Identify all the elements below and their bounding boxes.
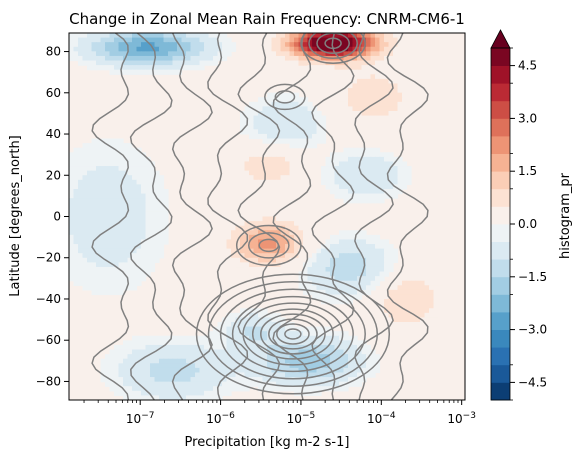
contour-line — [308, 33, 358, 59]
x-axis: 10−7 10−6 10−5 10−4 10−3 — [83, 400, 476, 426]
chart-title: Change in Zonal Mean Rain Frequency: CNR… — [69, 10, 465, 28]
contour-line — [91, 33, 130, 400]
y-tick-label: 40 — [46, 127, 61, 141]
heatmap-field — [69, 33, 465, 400]
colorbar-tick-label: 4.5 — [518, 59, 537, 73]
x-tick-label: 10−4 — [367, 411, 396, 426]
colorbar-label: histogram_pr — [558, 172, 573, 259]
colorbar-level — [491, 364, 510, 383]
y-tick-label: 60 — [46, 86, 61, 100]
x-tick-label: 10−5 — [287, 411, 316, 426]
colorbar-level — [491, 312, 510, 330]
colorbar — [490, 29, 511, 401]
contour-line — [237, 33, 281, 400]
colorbar-extend-max — [490, 29, 511, 49]
x-tick-label: 10−7 — [126, 411, 155, 426]
x-tick-label: 10−6 — [206, 411, 235, 426]
contour-line — [251, 308, 334, 360]
colorbar-tick-label: 1.5 — [518, 164, 537, 178]
contour-line — [272, 33, 312, 400]
contour-line — [231, 295, 354, 373]
contour-line — [386, 33, 429, 400]
contour-line — [207, 33, 249, 400]
contour-line — [354, 33, 394, 400]
colorbar-tick-label: −3.0 — [518, 323, 547, 337]
colorbar-level — [491, 188, 510, 207]
colorbar-tick-label: 3.0 — [518, 111, 537, 125]
y-axis-label: Latitude [degrees_north] — [8, 135, 23, 296]
contour-line — [300, 33, 366, 64]
contour-line — [129, 33, 173, 400]
contour-line — [264, 83, 306, 111]
colorbar-level — [491, 329, 510, 348]
y-tick-label: −60 — [36, 333, 61, 347]
y-tick-label: −20 — [36, 251, 61, 265]
colorbar-level — [491, 118, 510, 137]
contour-line — [207, 280, 379, 388]
colorbar-level — [491, 241, 510, 260]
colorbar-level — [491, 382, 510, 401]
colorbar-tick-label: −4.5 — [518, 375, 547, 389]
contour-line — [171, 33, 213, 400]
x-tick-label: 10−3 — [447, 411, 476, 426]
colorbar-tick-label: 0.0 — [518, 217, 537, 231]
contour-line — [311, 33, 355, 400]
y-axis: 80 60 40 20 0 −20 −40 −60 −80 — [36, 45, 69, 388]
contour-line — [276, 323, 310, 345]
colorbar-ticks: 4.5 3.0 1.5 0.0 −1.5 −3.0 −4.5 — [510, 47, 547, 401]
y-tick-label: 0 — [53, 210, 61, 224]
colorbar-level — [491, 276, 510, 295]
colorbar-level — [491, 224, 510, 242]
colorbar-level — [491, 65, 510, 84]
y-tick-label: 20 — [46, 168, 61, 182]
contour-line — [247, 232, 290, 259]
y-tick-label: 80 — [46, 45, 61, 59]
colorbar-level — [491, 48, 510, 66]
colorbar-level — [491, 259, 510, 278]
colorbar-level — [491, 83, 510, 102]
y-tick-label: −80 — [36, 374, 61, 388]
colorbar-level — [491, 153, 510, 172]
colorbar-level — [491, 100, 510, 119]
colorbar-level — [491, 206, 510, 225]
colorbar-level — [491, 171, 510, 190]
x-axis-label: Precipitation [kg m-2 s-1] — [185, 435, 350, 450]
contour-line — [219, 288, 366, 380]
colorbar-level — [491, 294, 510, 313]
y-tick-label: −40 — [36, 292, 61, 306]
contour-line — [260, 313, 326, 355]
colorbar-level — [491, 347, 510, 366]
contour-line — [284, 328, 302, 340]
colorbar-level — [491, 136, 510, 154]
colorbar-tick-label: −1.5 — [518, 270, 547, 284]
contour-lines — [91, 33, 429, 400]
contour-line — [195, 273, 391, 395]
